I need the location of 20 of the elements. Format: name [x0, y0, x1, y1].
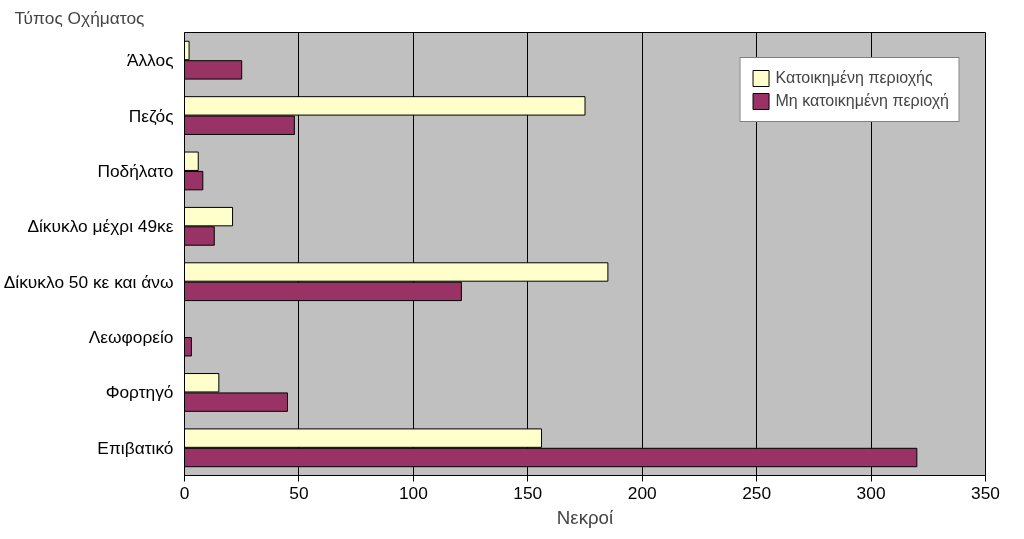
x-tick-label: 200 [627, 482, 657, 503]
y-tick-label: Δίκυκλο 50 κε και άνω [3, 271, 174, 292]
y-tick-label: Πεζός [128, 105, 174, 126]
x-axis-title: Νεκροί [556, 506, 614, 528]
x-tick-label: 250 [742, 482, 772, 503]
x-tick-label: 100 [398, 482, 428, 503]
y-tick-label: Άλλος [126, 50, 174, 71]
y-tick-label: Ποδήλατο [97, 160, 174, 181]
x-tick-label: 350 [971, 482, 1000, 503]
y-tick-label: Φορτηγό [105, 382, 174, 403]
y-axis-title: Τύπος Οχήματος [14, 7, 145, 28]
legend-label: Μη κατοικημένη περιοχή [775, 92, 949, 110]
y-tick-label: Επιβατικό [97, 437, 174, 458]
legend-label: Κατοικημένη περιοχής [775, 69, 933, 87]
x-tick-label: 50 [289, 482, 309, 503]
x-tick-label: 300 [856, 482, 886, 503]
y-tick-label: Λεωφορείο [88, 327, 174, 348]
x-tick-label: 150 [513, 482, 543, 503]
x-tick-label: 0 [179, 482, 190, 503]
y-tick-label: Δίκυκλο μέχρι 49κε [27, 216, 174, 237]
